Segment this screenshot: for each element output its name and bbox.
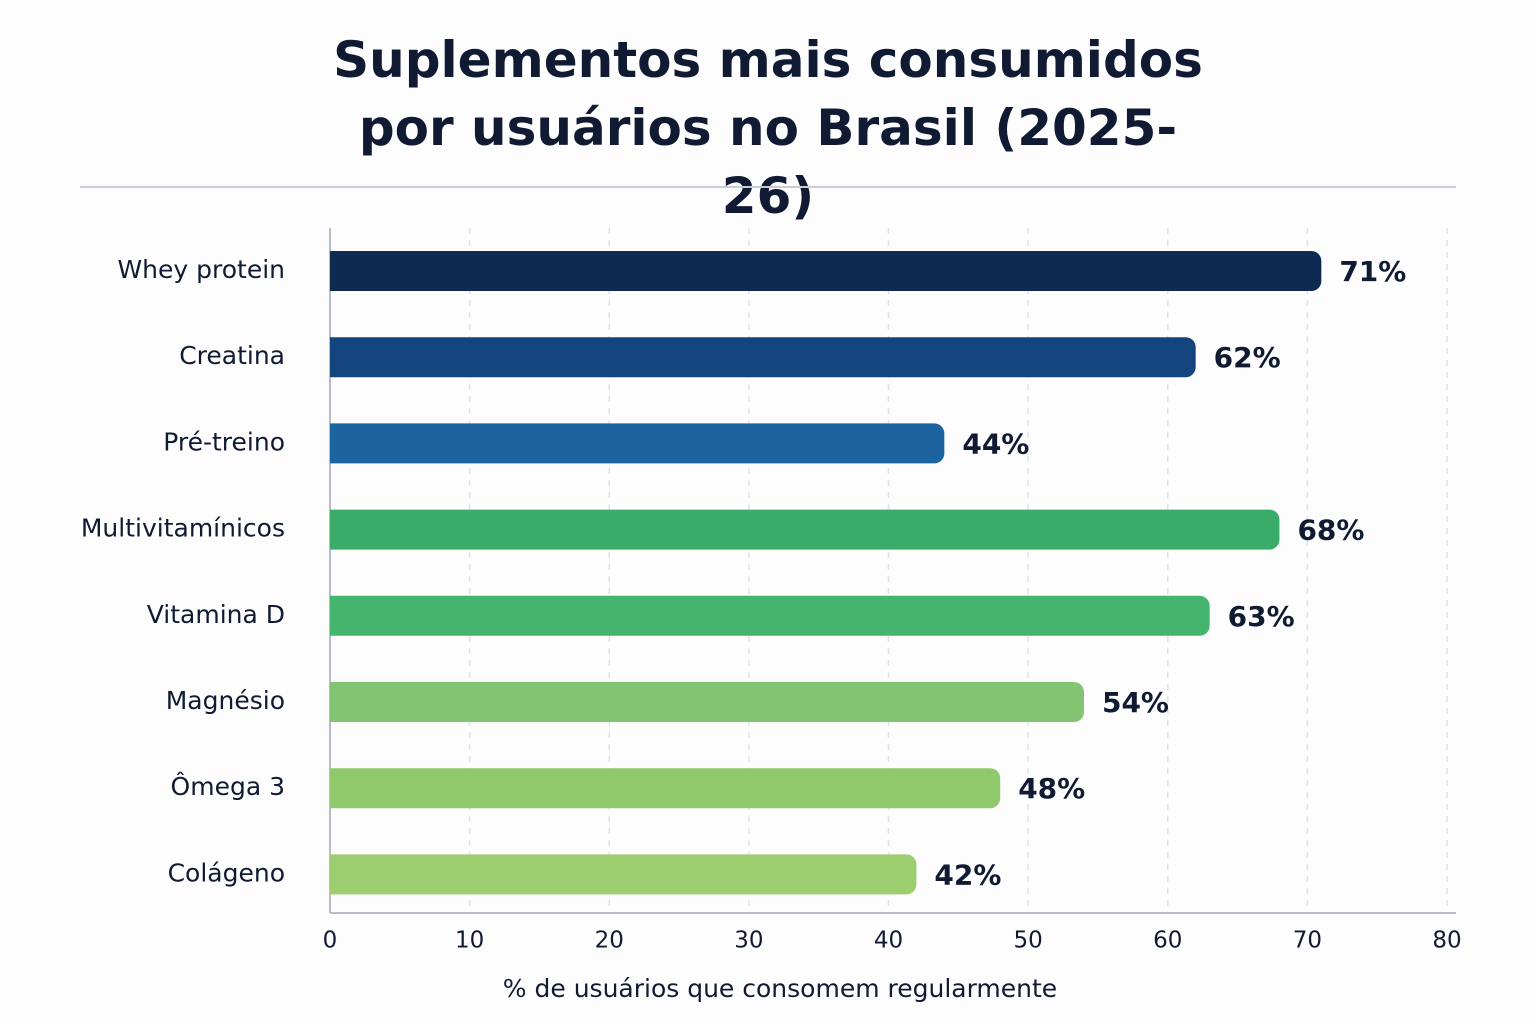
bar bbox=[330, 251, 1322, 291]
value-label: 68% bbox=[1297, 514, 1364, 547]
value-label: 44% bbox=[962, 427, 1029, 460]
y-tick-label: Multivitamínicos bbox=[81, 514, 285, 543]
bar bbox=[330, 854, 917, 895]
x-tick-label: 40 bbox=[874, 928, 903, 954]
value-label: 42% bbox=[934, 858, 1001, 891]
x-tick-label: 50 bbox=[1013, 928, 1042, 954]
x-tick-label: 10 bbox=[455, 928, 484, 954]
x-tick-label: 60 bbox=[1153, 928, 1182, 954]
value-label: 63% bbox=[1228, 600, 1295, 633]
x-axis-label: % de usuários que consomem regularmente bbox=[503, 974, 1057, 1003]
x-tick-label: 20 bbox=[595, 928, 624, 954]
bar bbox=[330, 595, 1210, 636]
y-tick-label: Ômega 3 bbox=[171, 771, 285, 801]
y-tick-label: Whey protein bbox=[117, 255, 285, 284]
y-tick-label: Pré-treino bbox=[163, 427, 285, 456]
x-tick-label: 80 bbox=[1432, 928, 1461, 954]
bar bbox=[330, 509, 1280, 550]
value-label: 62% bbox=[1214, 341, 1281, 374]
x-tick-label: 30 bbox=[734, 928, 763, 954]
value-label: 54% bbox=[1102, 686, 1169, 719]
bar bbox=[330, 337, 1196, 378]
bar bbox=[330, 423, 945, 464]
value-label: 48% bbox=[1018, 772, 1085, 805]
x-tick-label: 70 bbox=[1293, 928, 1322, 954]
x-tick-label: 0 bbox=[323, 928, 338, 954]
bar bbox=[330, 682, 1084, 722]
bar bbox=[330, 768, 1001, 809]
y-tick-label: Vitamina D bbox=[147, 600, 285, 629]
y-tick-label: Magnésio bbox=[166, 686, 285, 715]
value-label: 71% bbox=[1339, 255, 1406, 288]
y-tick-label: Creatina bbox=[179, 341, 285, 370]
y-tick-label: Colágeno bbox=[168, 858, 285, 887]
chart-title: Suplementos mais consumidos por usuários… bbox=[333, 31, 1203, 225]
